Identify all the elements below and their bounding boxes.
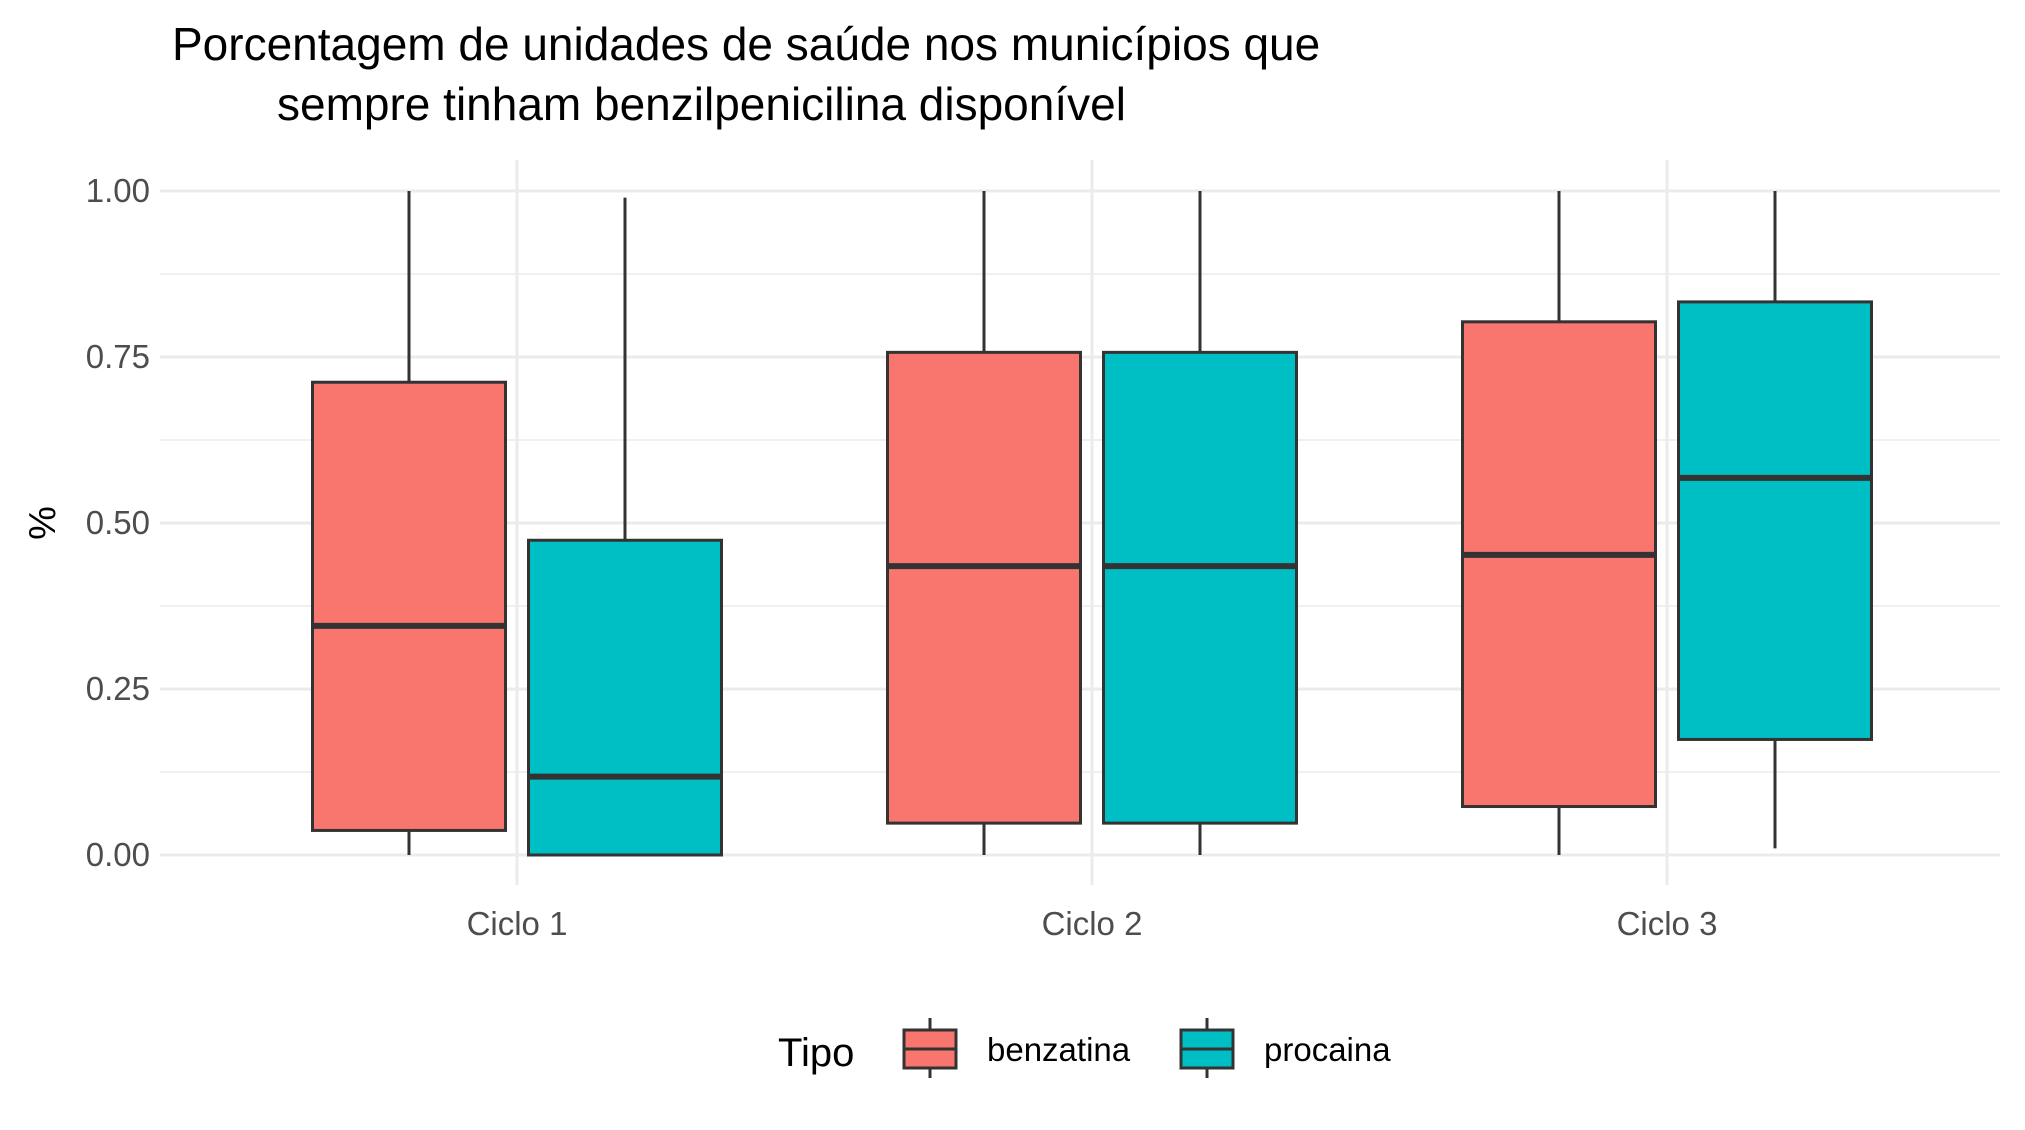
- y-tick-label: 1.00: [86, 172, 150, 209]
- chart-title-line-1: Porcentagem de unidades de saúde nos mun…: [172, 18, 1320, 70]
- boxplot-benzatina-3: [1461, 191, 1657, 855]
- boxplot-benzatina-2: [886, 191, 1082, 855]
- boxplot-procaina-3: [1677, 191, 1873, 849]
- x-tick-label: Ciclo 3: [1617, 905, 1718, 942]
- boxplot-procaina-2: [1102, 191, 1298, 855]
- box-iqr: [311, 380, 507, 832]
- box-iqr: [527, 538, 723, 857]
- chart-title-line-2: sempre tinham benzilpenicilina disponíve…: [277, 78, 1126, 130]
- box-iqr: [1102, 350, 1298, 825]
- legend-label: procaina: [1264, 1031, 1391, 1068]
- y-axis-ticks: 0.00 0.25 0.50 0.75 1.00: [86, 172, 150, 873]
- boxplot-procaina-1: [527, 197, 723, 857]
- box-iqr: [1461, 320, 1657, 809]
- legend-title: Tipo: [778, 1031, 854, 1075]
- x-axis-ticks: Ciclo 1 Ciclo 2 Ciclo 3: [467, 905, 1718, 942]
- box-iqr: [1677, 300, 1873, 741]
- box-iqr: [886, 350, 1082, 825]
- legend-key-benzatina: [902, 1018, 958, 1078]
- legend: Tipo benzatina procaina: [778, 1018, 1391, 1078]
- y-axis-title: %: [22, 506, 64, 540]
- y-tick-label: 0.75: [86, 338, 150, 375]
- x-tick-label: Ciclo 2: [1042, 905, 1143, 942]
- y-tick-label: 0.25: [86, 670, 150, 707]
- y-tick-label: 0.00: [86, 836, 150, 873]
- legend-key-procaina: [1179, 1018, 1235, 1078]
- boxplot-benzatina-1: [311, 191, 507, 855]
- y-tick-label: 0.50: [86, 504, 150, 541]
- x-tick-label: Ciclo 1: [467, 905, 568, 942]
- legend-label: benzatina: [987, 1031, 1131, 1068]
- boxes: [311, 191, 1873, 857]
